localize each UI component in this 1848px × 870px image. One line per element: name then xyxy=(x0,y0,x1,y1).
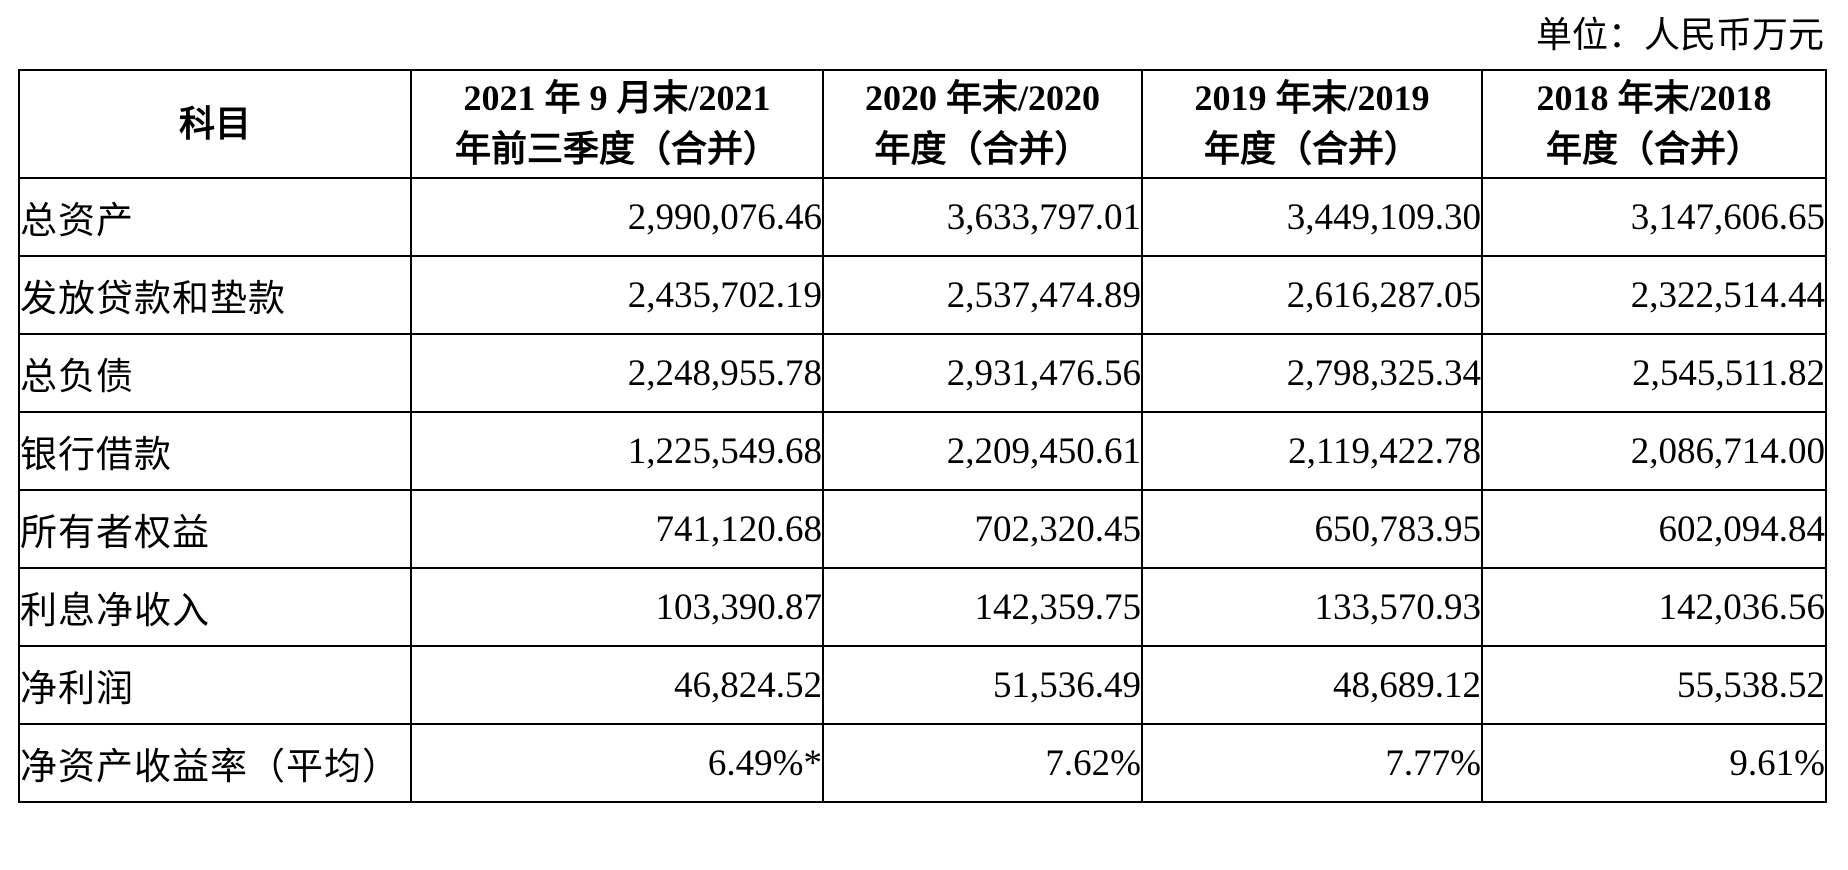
cell-value: 48,689.12 xyxy=(1141,645,1483,726)
table-row-total-assets: 总资产 2,990,076.46 3,633,797.01 3,449,109.… xyxy=(18,177,1827,258)
column-header-2020: 2020 年末/2020 年度（合并） xyxy=(822,69,1143,180)
cell-value: 55,538.52 xyxy=(1481,645,1827,726)
column-header-subject: 科目 xyxy=(18,69,412,180)
column-header-2018: 2018 年末/2018 年度（合并） xyxy=(1481,69,1827,180)
cell-value: 7.62% xyxy=(822,723,1143,804)
cell-value: 2,086,714.00 xyxy=(1481,411,1827,492)
column-header-2021: 2021 年 9 月末/2021 年前三季度（合并） xyxy=(410,69,824,180)
header-row: 科目 2021 年 9 月末/2021 年前三季度（合并） 2020 年末/20… xyxy=(18,69,1827,180)
cell-value: 602,094.84 xyxy=(1481,489,1827,570)
cell-value: 2,616,287.05 xyxy=(1141,255,1483,336)
column-header-line: 2021 年 9 月末/2021 xyxy=(463,78,771,119)
row-label: 利息净收入 xyxy=(18,567,412,648)
row-label: 所有者权益 xyxy=(18,489,412,570)
cell-value: 702,320.45 xyxy=(822,489,1143,570)
cell-value: 2,798,325.34 xyxy=(1141,333,1483,414)
table-row-total-liabilities: 总负债 2,248,955.78 2,931,476.56 2,798,325.… xyxy=(18,333,1827,414)
cell-value: 2,931,476.56 xyxy=(822,333,1143,414)
column-header-2019: 2019 年末/2019 年度（合并） xyxy=(1141,69,1483,180)
financial-summary-table: 科目 2021 年 9 月末/2021 年前三季度（合并） 2020 年末/20… xyxy=(18,69,1827,804)
cell-value: 2,119,422.78 xyxy=(1141,411,1483,492)
row-label: 净资产收益率（平均） xyxy=(18,723,412,804)
table-row-owners-equity: 所有者权益 741,120.68 702,320.45 650,783.95 6… xyxy=(18,489,1827,570)
cell-value: 6.49%* xyxy=(410,723,824,804)
cell-value: 3,147,606.65 xyxy=(1481,177,1827,258)
cell-value: 103,390.87 xyxy=(410,567,824,648)
cell-value: 9.61% xyxy=(1481,723,1827,804)
cell-value: 142,036.56 xyxy=(1481,567,1827,648)
row-label: 总资产 xyxy=(18,177,412,258)
table-row-roe-average: 净资产收益率（平均） 6.49%* 7.62% 7.77% 9.61% xyxy=(18,723,1827,804)
cell-value: 2,209,450.61 xyxy=(822,411,1143,492)
row-label: 银行借款 xyxy=(18,411,412,492)
column-header-line: 2020 年末/2020 xyxy=(864,78,1100,119)
cell-value: 3,449,109.30 xyxy=(1141,177,1483,258)
cell-value: 2,435,702.19 xyxy=(410,255,824,336)
cell-value: 46,824.52 xyxy=(410,645,824,726)
row-label: 总负债 xyxy=(18,333,412,414)
cell-value: 2,545,511.82 xyxy=(1481,333,1827,414)
column-header-line: 年度（合并） xyxy=(1203,129,1420,170)
cell-value: 142,359.75 xyxy=(822,567,1143,648)
row-label: 净利润 xyxy=(18,645,412,726)
cell-value: 2,322,514.44 xyxy=(1481,255,1827,336)
cell-value: 7.77% xyxy=(1141,723,1483,804)
cell-value: 650,783.95 xyxy=(1141,489,1483,570)
table-row-bank-borrowings: 银行借款 1,225,549.68 2,209,450.61 2,119,422… xyxy=(18,411,1827,492)
cell-value: 741,120.68 xyxy=(410,489,824,570)
table-row-net-interest-income: 利息净收入 103,390.87 142,359.75 133,570.93 1… xyxy=(18,567,1827,648)
cell-value: 2,990,076.46 xyxy=(410,177,824,258)
table-row-loans-advances: 发放贷款和垫款 2,435,702.19 2,537,474.89 2,616,… xyxy=(18,255,1827,336)
column-header-line: 年度（合并） xyxy=(1545,129,1762,170)
cell-value: 133,570.93 xyxy=(1141,567,1483,648)
column-header-line: 科目 xyxy=(178,103,251,144)
cell-value: 2,248,955.78 xyxy=(410,333,824,414)
column-header-line: 2019 年末/2019 xyxy=(1194,78,1430,119)
table-row-net-profit: 净利润 46,824.52 51,536.49 48,689.12 55,538… xyxy=(18,645,1827,726)
cell-value: 2,537,474.89 xyxy=(822,255,1143,336)
column-header-line: 年前三季度（合并） xyxy=(454,129,779,170)
cell-value: 1,225,549.68 xyxy=(410,411,824,492)
unit-note: 单位：人民币万元 xyxy=(1535,15,1824,55)
row-label: 发放贷款和垫款 xyxy=(18,255,412,336)
column-header-line: 2018 年末/2018 xyxy=(1536,78,1772,119)
column-header-line: 年度（合并） xyxy=(874,129,1091,170)
cell-value: 3,633,797.01 xyxy=(822,177,1143,258)
cell-value: 51,536.49 xyxy=(822,645,1143,726)
